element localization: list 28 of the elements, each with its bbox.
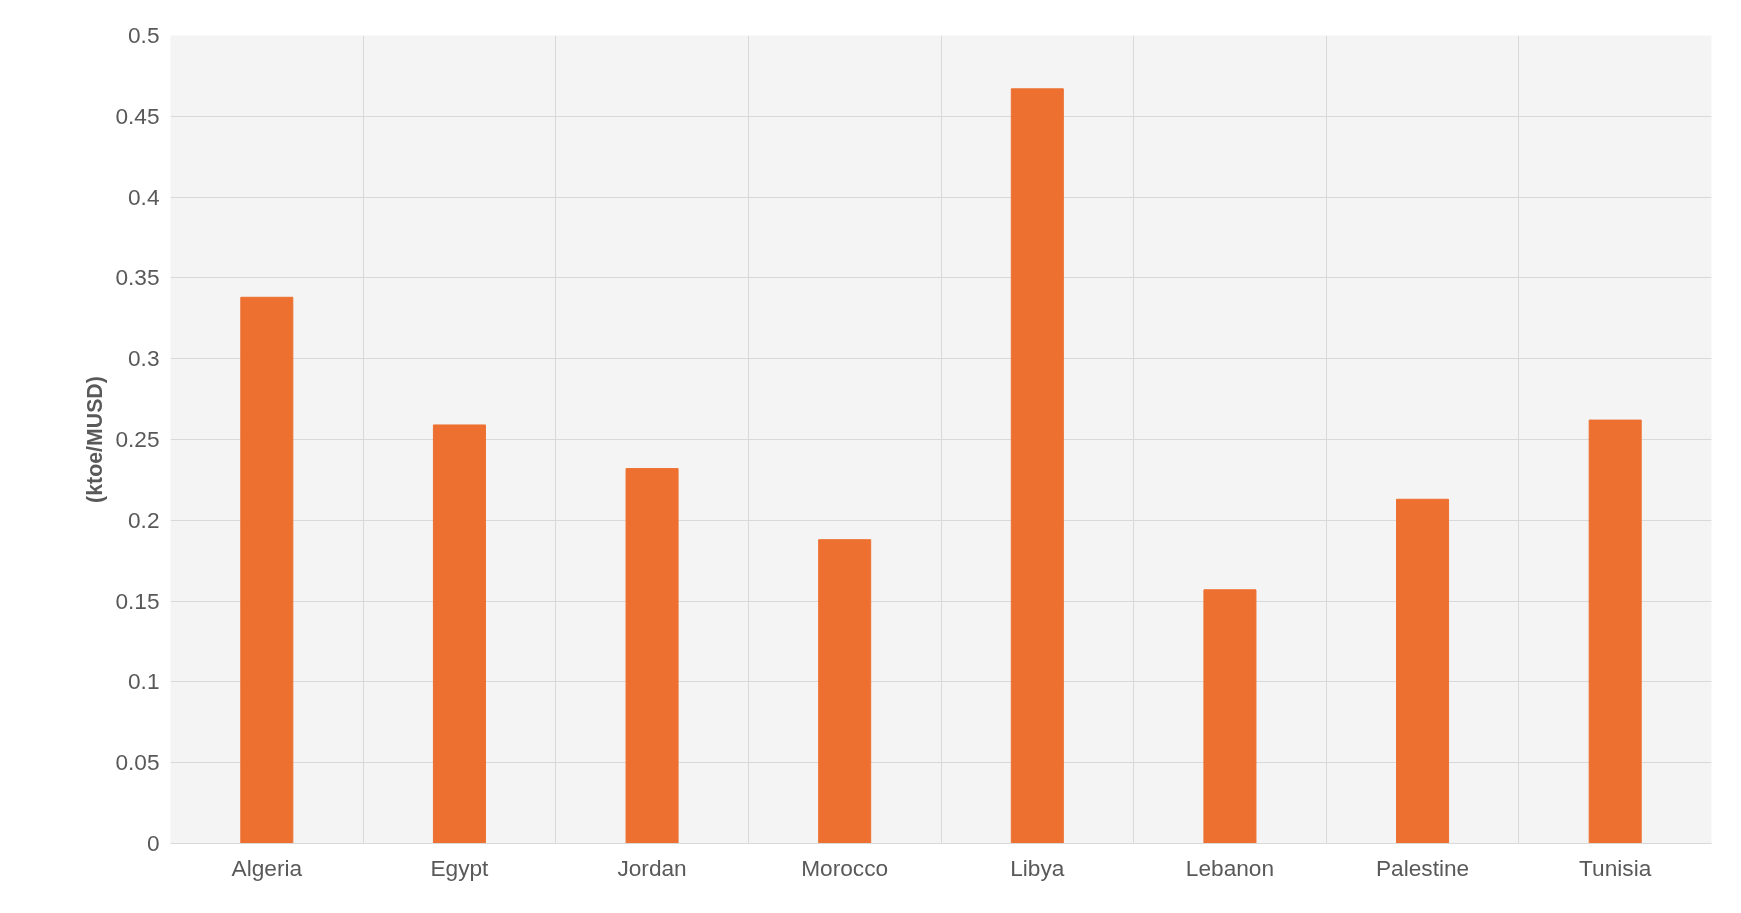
bar [1010,88,1064,844]
x-tick-label: Egypt [430,854,490,881]
x-tick-label: Algeria [231,854,303,881]
y-axis-title: (ktoe/MUSD) [83,376,108,503]
y-tick-label: 0.4 [128,183,160,210]
x-tick-label: Lebanon [1185,854,1275,881]
y-tick-label: 0.1 [128,668,160,695]
bar [432,424,486,844]
bar [1396,498,1450,844]
x-tick-label: Jordan [617,854,687,881]
bar [625,468,679,844]
y-tick-label: 0.05 [115,749,160,776]
bar [1203,589,1257,844]
y-tick-label: 0.15 [115,587,160,614]
bar [240,296,294,844]
x-tick-label: Morocco [801,854,889,881]
y-tick-label: 0.35 [115,264,160,291]
bar [1588,419,1642,844]
x-tick-label: Tunisia [1579,854,1652,881]
x-tick-label: Libya [1010,854,1065,881]
y-tick-label: 0.5 [128,22,160,48]
y-tick-label: 0.2 [128,506,160,533]
x-tick-label: Palestine [1375,854,1470,881]
y-tick-label: 0.45 [115,102,160,129]
bar [818,539,872,844]
y-tick-label: 0.3 [128,345,160,372]
y-tick-label: 0 [146,830,160,856]
y-tick-label: 0.25 [115,426,160,452]
